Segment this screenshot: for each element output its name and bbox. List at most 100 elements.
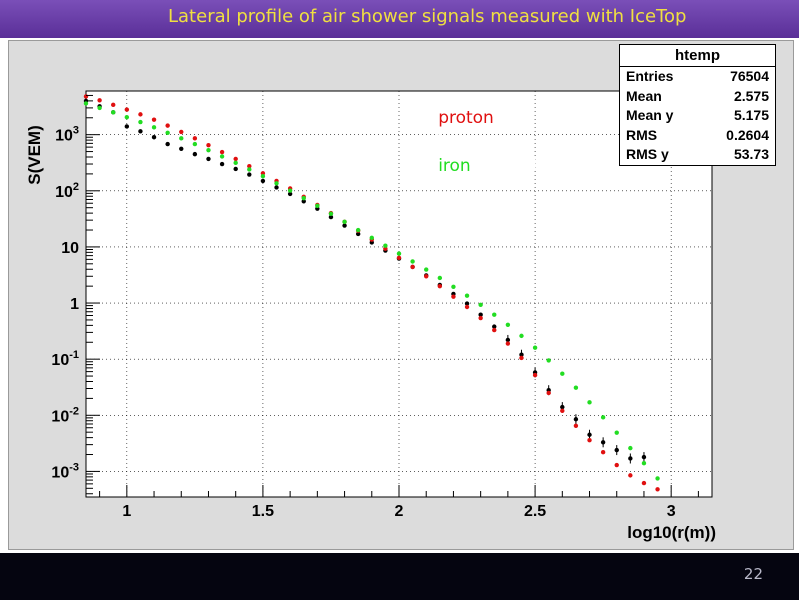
iron-sim-point — [560, 371, 565, 376]
data-point — [328, 214, 334, 220]
data-point — [179, 146, 184, 152]
stat-value: 5.175 — [733, 107, 769, 123]
legend-annotation: 10 PeV proton simulation 10 PeV iron sim… — [374, 106, 614, 178]
stat-key: Entries — [626, 68, 674, 84]
proton-sim-point — [464, 304, 470, 310]
proton-sim-point — [124, 107, 130, 112]
data-point — [206, 156, 211, 162]
iron-sim-point — [247, 167, 252, 172]
x-tick-label: 3 — [667, 503, 676, 520]
proton-sim-point — [179, 129, 184, 135]
iron-sim-point — [532, 345, 538, 350]
iron-sim-point — [219, 154, 225, 159]
iron-sim-point — [587, 400, 592, 405]
proton-sim-point — [437, 283, 443, 289]
data-point — [478, 312, 483, 317]
legend-prefix: 10 PeV — [374, 156, 439, 176]
iron-sim-point — [83, 101, 89, 106]
y-tick-label: 10 — [61, 240, 79, 257]
proton-sim-point — [546, 390, 551, 396]
proton-sim-point — [478, 315, 483, 321]
proton-sim-point — [600, 449, 606, 455]
iron-sim-point — [383, 243, 388, 248]
iron-sim-point — [111, 110, 116, 115]
page-number: 22 — [743, 565, 763, 583]
iron-sim-point — [328, 211, 334, 216]
x-axis-label: log10(r(m)) — [627, 523, 716, 542]
stat-row-mean: Mean 2.575 — [620, 87, 775, 107]
iron-sim-point — [437, 275, 443, 281]
data-point — [233, 166, 238, 172]
iron-sim-point — [179, 136, 184, 141]
data-point — [247, 172, 252, 177]
iron-sim-point — [151, 125, 157, 130]
y-tick-label: 10-3 — [51, 461, 79, 481]
statistics-box: htemp Entries 76504 Mean 2.575 Mean y 5.… — [619, 44, 776, 166]
iron-sim-point — [138, 119, 143, 125]
statistics-box-title: htemp — [620, 45, 775, 67]
proton-sim-point — [573, 423, 579, 428]
proton-sim-point — [165, 123, 170, 128]
iron-sim-point — [301, 195, 306, 201]
proton-sim-point — [151, 117, 157, 122]
data-point — [219, 161, 225, 167]
data-point — [301, 199, 306, 204]
proton-sim-point — [111, 102, 116, 108]
iron-sim-point — [492, 312, 497, 317]
data-point — [138, 129, 143, 134]
proton-sim-point — [192, 136, 198, 141]
proton-sim-point — [83, 94, 89, 99]
data-point — [464, 301, 470, 306]
iron-sim-point — [424, 267, 429, 272]
proton-sim-point — [492, 327, 497, 333]
legend-prefix: 10 PeV — [374, 108, 439, 128]
iron-sim-point — [192, 141, 198, 147]
data-point — [342, 223, 347, 228]
proton-sim-point — [247, 163, 252, 169]
plot-area — [85, 90, 713, 498]
iron-sim-point — [628, 445, 633, 451]
iron-sim-point — [451, 284, 456, 289]
stat-row-entries: Entries 76504 — [620, 67, 775, 87]
iron-sim-point — [546, 358, 551, 363]
iron-sim-point — [478, 302, 483, 308]
grid-lines — [86, 91, 712, 497]
x-tick-label: 2.5 — [524, 503, 546, 520]
stat-row-rms: RMS 0.2604 — [620, 126, 775, 146]
iron-sim-point — [233, 160, 238, 166]
data-point — [192, 151, 198, 157]
data-point — [492, 324, 497, 329]
proton-sim-point — [233, 156, 238, 162]
y-tick-label: 103 — [55, 125, 79, 145]
stat-row-mean-y: Mean y 5.175 — [620, 106, 775, 126]
iron-sim-point — [519, 333, 524, 339]
data-point — [260, 178, 266, 184]
data-point — [287, 191, 293, 197]
x-tick-label: 2 — [395, 503, 404, 520]
data-point — [355, 231, 361, 237]
data-point — [151, 135, 157, 140]
iron-sim-point — [655, 476, 660, 481]
y-tick-label: 102 — [55, 181, 79, 201]
proton-sim-point — [138, 112, 143, 117]
proton-sim-point — [451, 294, 456, 299]
proton-sim-point — [655, 487, 660, 492]
legend-iron-label: iron — [438, 156, 471, 176]
proton-sim-point — [410, 264, 415, 270]
iron-sim-point — [396, 251, 402, 256]
stat-key: Mean — [626, 87, 662, 104]
iron-sim-point — [641, 461, 647, 466]
proton-sim-point — [614, 462, 619, 468]
iron-sim-point — [97, 105, 102, 111]
iron-sim-point — [315, 203, 320, 209]
stat-value: 53.73 — [733, 146, 769, 162]
proton-sim-point — [396, 255, 402, 260]
data-series — [83, 94, 660, 492]
iron-sim-point — [260, 173, 266, 179]
iron-sim-point — [614, 430, 619, 435]
iron-sim-point — [124, 114, 130, 120]
y-tick-label: 10-2 — [51, 405, 79, 425]
iron-sim-point — [600, 415, 606, 420]
stat-key: RMS — [626, 126, 658, 143]
